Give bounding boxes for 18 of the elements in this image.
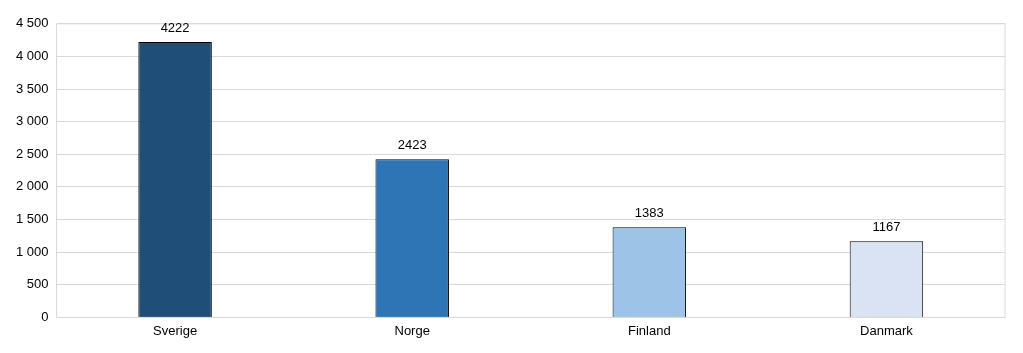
x-tick-label: Finland [628,322,671,338]
y-tick-label: 1 500 [15,211,49,227]
x-tick-label: Danmark [860,322,914,338]
x-tick-label: Norge [394,322,430,338]
y-tick-label: 3 500 [15,80,49,96]
data-label: 1167 [872,219,901,235]
y-tick-label: 2 000 [15,178,49,194]
data-label: 1383 [634,205,664,221]
y-tick-label: 500 [26,276,49,292]
y-tick-label: 3 000 [15,113,49,129]
x-tick-label: Sverige [153,322,198,338]
y-tick-label: 4 500 [15,15,49,31]
y-tick-label: 2 500 [15,145,49,161]
y-tick-label: 1 000 [15,243,49,259]
y-tick-label: 0 [41,308,49,324]
y-tick-label: 4 000 [15,48,49,63]
data-label: 4222 [160,20,190,36]
data-label: 2423 [397,137,427,153]
